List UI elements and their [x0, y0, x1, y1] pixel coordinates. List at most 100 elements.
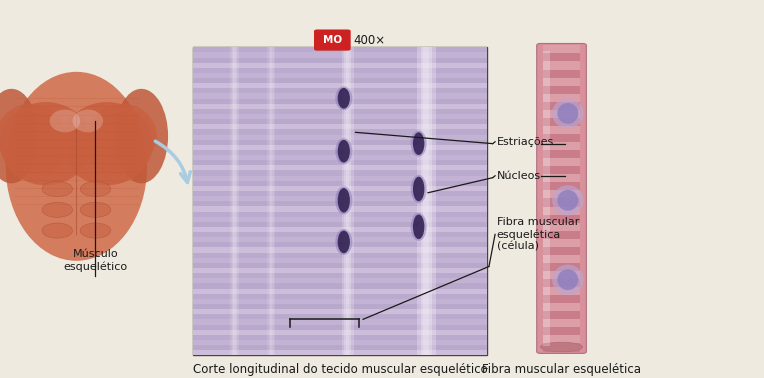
Bar — [193, 83, 487, 88]
Ellipse shape — [88, 104, 157, 168]
Ellipse shape — [88, 129, 141, 174]
Ellipse shape — [411, 213, 426, 241]
FancyBboxPatch shape — [314, 29, 351, 51]
Bar — [193, 258, 487, 263]
Text: Estriações: Estriações — [497, 137, 554, 147]
Bar — [193, 278, 487, 284]
Bar — [542, 223, 581, 231]
Text: MO: MO — [322, 35, 342, 45]
Bar — [193, 345, 487, 350]
Bar — [344, 47, 351, 355]
Ellipse shape — [42, 181, 73, 197]
Bar — [193, 309, 487, 314]
Bar — [542, 271, 581, 279]
Bar — [193, 237, 487, 242]
Bar — [542, 70, 581, 77]
Bar — [542, 231, 581, 239]
Bar — [193, 299, 487, 304]
Bar — [542, 279, 581, 287]
Bar — [542, 287, 581, 295]
Bar — [193, 319, 487, 324]
Bar — [417, 47, 436, 355]
Text: Músculo
esquelético: Músculo esquelético — [63, 249, 128, 272]
Ellipse shape — [552, 265, 584, 295]
Bar — [193, 181, 487, 186]
Bar — [542, 158, 581, 166]
Ellipse shape — [413, 215, 425, 239]
Bar — [231, 47, 238, 355]
Ellipse shape — [115, 89, 168, 183]
Ellipse shape — [80, 181, 111, 197]
Ellipse shape — [411, 131, 426, 157]
Bar — [193, 232, 487, 237]
Bar — [193, 99, 487, 104]
Bar — [193, 294, 487, 299]
Bar — [193, 340, 487, 345]
Bar — [193, 268, 487, 273]
Ellipse shape — [338, 88, 350, 109]
Bar — [193, 201, 487, 206]
Bar — [542, 239, 581, 247]
Bar — [193, 150, 487, 155]
Bar — [342, 47, 354, 355]
Text: Corte longitudinal do tecido muscular esquelético: Corte longitudinal do tecido muscular es… — [193, 363, 487, 376]
Bar — [542, 327, 581, 335]
Bar — [542, 215, 581, 223]
Ellipse shape — [80, 223, 111, 238]
Bar — [423, 47, 429, 355]
Text: Fibra muscular
esquelética
(célula): Fibra muscular esquelética (célula) — [497, 217, 579, 252]
Ellipse shape — [50, 110, 80, 132]
Bar — [193, 242, 487, 248]
Bar — [193, 93, 487, 99]
Ellipse shape — [338, 140, 350, 163]
Bar — [542, 77, 581, 86]
Bar — [542, 295, 581, 303]
Bar — [193, 119, 487, 124]
Ellipse shape — [413, 132, 425, 155]
Bar — [193, 350, 487, 355]
Bar — [193, 263, 487, 268]
Bar — [542, 53, 581, 62]
Ellipse shape — [0, 89, 38, 183]
Ellipse shape — [557, 269, 578, 290]
Text: Fibra muscular esquelética: Fibra muscular esquelética — [482, 363, 641, 376]
Bar — [193, 68, 487, 73]
Ellipse shape — [0, 104, 65, 168]
Bar — [193, 47, 487, 355]
Bar — [193, 78, 487, 83]
Ellipse shape — [557, 103, 578, 124]
Bar — [542, 344, 581, 352]
Ellipse shape — [6, 72, 147, 261]
Bar — [542, 102, 581, 110]
Bar — [193, 129, 487, 135]
Bar — [193, 191, 487, 196]
Bar — [193, 330, 487, 335]
Bar — [193, 145, 487, 150]
Ellipse shape — [411, 175, 426, 203]
Bar — [193, 314, 487, 319]
Bar — [542, 174, 581, 182]
Ellipse shape — [335, 186, 352, 214]
Bar — [542, 303, 581, 311]
Bar — [542, 51, 550, 346]
Bar — [542, 86, 581, 94]
Bar — [193, 253, 487, 258]
Bar — [542, 94, 581, 102]
Bar — [542, 191, 581, 198]
Bar — [193, 217, 487, 222]
Ellipse shape — [552, 98, 584, 129]
Bar — [193, 248, 487, 253]
Bar — [267, 47, 275, 355]
Bar — [542, 166, 581, 174]
Ellipse shape — [335, 138, 352, 164]
Ellipse shape — [338, 231, 350, 253]
Bar — [193, 160, 487, 165]
Ellipse shape — [338, 188, 350, 212]
Ellipse shape — [61, 102, 153, 185]
Ellipse shape — [557, 190, 578, 211]
Bar — [542, 319, 581, 327]
Bar — [193, 109, 487, 114]
Bar — [542, 255, 581, 263]
Bar — [542, 126, 581, 134]
Bar — [193, 155, 487, 160]
